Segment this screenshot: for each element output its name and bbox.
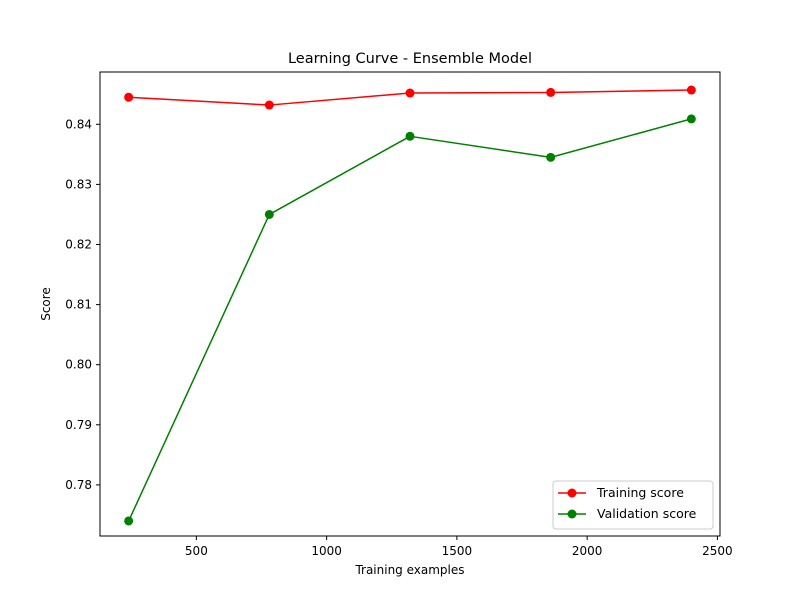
data-point-validation [546,152,556,162]
data-point-training [124,92,134,102]
y-axis-ticks: 0.78 0.79 0.80 0.81 0.82 0.83 0.84 [65,117,100,492]
legend-marker-validation [567,509,577,519]
legend-box [552,480,714,530]
data-point-training [405,88,415,98]
data-point-validation [405,131,415,141]
data-point-validation [124,516,134,526]
chart-title: Learning Curve - Ensemble Model [288,51,532,67]
y-tick-label: 0.80 [65,358,92,372]
y-tick-label: 0.81 [65,298,92,312]
y-tick-label: 0.79 [65,418,92,432]
y-tick-label: 0.82 [65,237,92,251]
legend-label-training: Training score [596,485,684,500]
data-point-validation [264,209,274,219]
data-point-training [264,100,274,110]
x-tick-label: 1500 [442,544,473,558]
y-tick-label: 0.83 [65,177,92,191]
data-point-training [686,85,696,95]
y-tick-label: 0.84 [65,117,92,131]
x-tick-label: 2000 [572,544,603,558]
y-axis-label: Score [39,287,53,321]
x-axis-ticks: 500 1000 1500 2000 2500 [185,536,733,558]
x-tick-label: 2500 [702,544,733,558]
legend-marker-training [567,488,577,498]
x-tick-label: 500 [185,544,208,558]
series-layer [124,85,696,526]
x-tick-label: 1000 [311,544,342,558]
plot-area [99,71,721,537]
x-axis-label: Training examples [354,563,464,577]
legend-label-validation: Validation score [597,506,697,521]
legend: Training score Validation score [552,480,714,530]
y-tick-label: 0.78 [65,478,92,492]
axes-frame [99,71,721,537]
data-point-training [546,87,556,97]
data-point-validation [686,114,696,124]
